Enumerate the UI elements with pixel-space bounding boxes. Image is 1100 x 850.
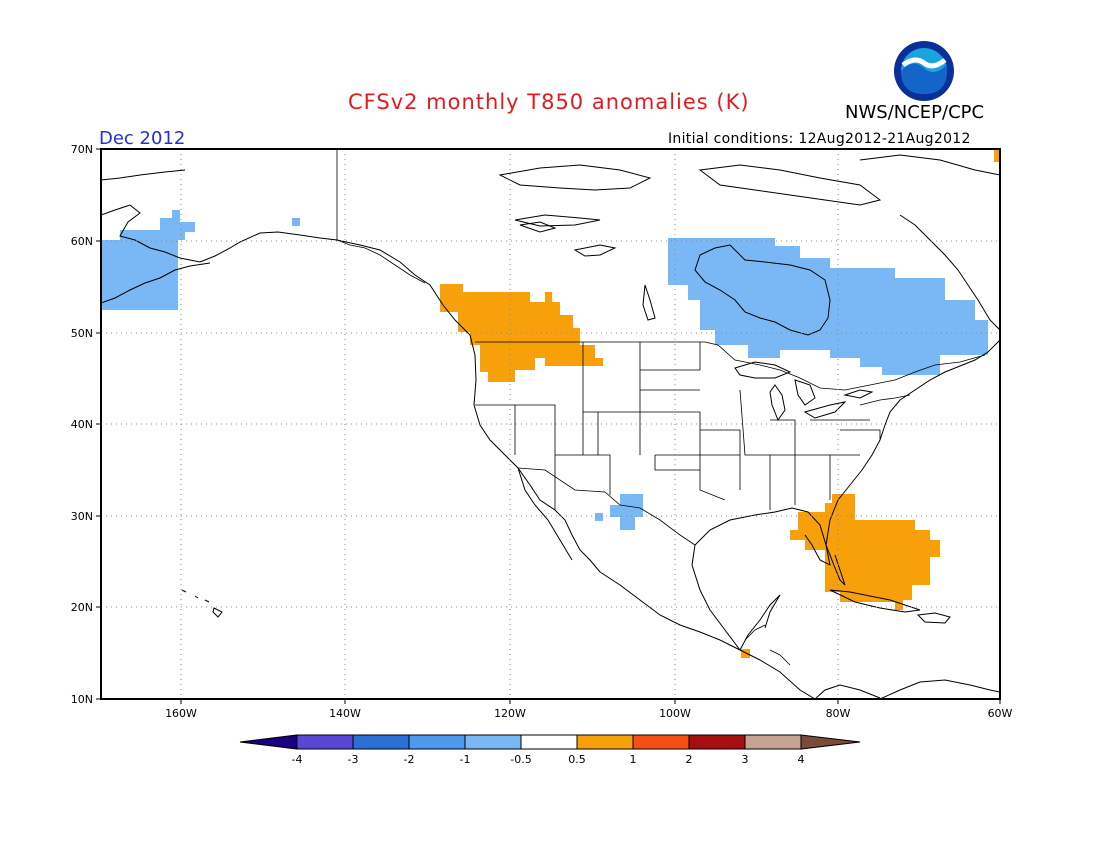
- southwest-cold-anomaly: [610, 494, 643, 530]
- lat-label-40n: 40N: [71, 418, 93, 431]
- great-bear-lake: [519, 221, 557, 233]
- atlantic-coastline: [825, 339, 1000, 546]
- hudson-bay-coastline: [694, 244, 831, 336]
- coastlines: [101, 154, 1000, 699]
- hispaniola-coastline: [916, 612, 951, 624]
- colorbar-label: 3: [742, 753, 749, 766]
- colorbar-label: 4: [798, 753, 805, 766]
- south-america-coastline: [879, 679, 1000, 699]
- colorbar-label: 2: [686, 753, 693, 766]
- alaska-southwest-coastline: [101, 262, 211, 304]
- colorbar-seg--4: [296, 734, 354, 750]
- us-canada-border: [475, 341, 986, 391]
- arctic-island-4: [514, 214, 601, 227]
- graticule: [101, 149, 1000, 699]
- colorbar-label: 1: [630, 753, 637, 766]
- lon-label-60w: 60W: [988, 707, 1013, 720]
- colorbar-seg-0-5: [576, 734, 634, 750]
- initial-conditions-label: Initial conditions: 12Aug2012-21Aug2012: [668, 131, 971, 147]
- colorbar-labels: -4 -3 -2 -1 -0.5 0.5 1 2 3 4: [292, 753, 805, 766]
- lake-huron: [794, 379, 816, 406]
- lat-label-60n: 60N: [71, 235, 93, 248]
- lon-label-80w: 80W: [826, 707, 851, 720]
- state-borders-central: [640, 342, 741, 501]
- alaska-canada-border: [336, 149, 426, 284]
- lon-label-140w: 140W: [329, 707, 361, 720]
- great-slave-lake: [573, 244, 617, 257]
- colorbar-seg-neutral: [520, 734, 578, 750]
- lat-ticks: [96, 148, 101, 700]
- colorbar: [239, 734, 861, 750]
- colorbar-seg-3: [744, 734, 802, 750]
- central-america-borders: [744, 624, 791, 666]
- florida-coastline: [825, 544, 846, 586]
- noaa-logo-icon: [894, 41, 954, 101]
- central-america-coastline: [814, 684, 881, 699]
- lat-label-10n: 10N: [71, 693, 93, 706]
- cuba-coastline: [829, 589, 921, 613]
- colorbar-label: -1: [460, 753, 471, 766]
- lake-superior: [734, 361, 792, 379]
- colorbar-label: -4: [292, 753, 303, 766]
- gulf-coastline: [691, 507, 831, 651]
- colorbar-seg-1: [632, 734, 690, 750]
- colorbar-seg--3: [352, 734, 410, 750]
- hawaii-islands: [181, 589, 223, 618]
- southeast-warm-anomaly: [790, 494, 940, 610]
- colorbar-label: -3: [348, 753, 359, 766]
- agency-label: NWS/NCEP/CPC: [845, 102, 985, 123]
- alaska-cold-speck: [292, 218, 300, 226]
- lon-label-100w: 100W: [659, 707, 691, 720]
- colorbar-label: -0.5: [510, 753, 531, 766]
- yucatan-coastline: [739, 594, 781, 651]
- colorbar-label: -2: [404, 753, 415, 766]
- map-background: [101, 149, 1000, 699]
- anomaly-layer: [101, 149, 1000, 658]
- colorbar-label: 0.5: [568, 753, 586, 766]
- lat-label-50n: 50N: [71, 327, 93, 340]
- southwest-cold-speck: [595, 513, 603, 521]
- baja-coastline: [517, 467, 573, 561]
- central-america-warm-speck: [741, 649, 750, 658]
- alaska-cold-anomaly: [101, 210, 195, 310]
- political-borders: [336, 149, 986, 666]
- arctic-island-2: [698, 164, 882, 206]
- lat-label-30n: 30N: [71, 510, 93, 523]
- lon-label-160w: 160W: [165, 707, 197, 720]
- lat-label-70n: 70N: [71, 143, 93, 156]
- lat-label-20n: 20N: [71, 601, 93, 614]
- arctic-island-3: [859, 154, 1000, 176]
- canada-cold-anomaly: [668, 238, 988, 375]
- lon-ticks: [180, 699, 1001, 704]
- lake-ontario: [843, 389, 874, 399]
- far-ne-warm-speck: [994, 149, 1000, 162]
- valid-month-label: Dec 2012: [99, 128, 186, 149]
- colorbar-seg--1: [464, 734, 522, 750]
- state-borders-east: [739, 389, 911, 510]
- mexico-pacific-coastline: [599, 571, 816, 699]
- alaska-coastline: [101, 204, 338, 263]
- lake-erie: [803, 401, 847, 419]
- colorbar-arrow-left: [239, 734, 298, 750]
- west-coastline: [336, 239, 601, 573]
- alaska-north-coastline: [101, 169, 186, 181]
- colorbar-seg--2: [408, 734, 466, 750]
- map-title: CFSv2 monthly T850 anomalies (K): [348, 90, 750, 114]
- lon-label-120w: 120W: [494, 707, 526, 720]
- labrador-coastline: [899, 214, 1000, 331]
- colorbar-seg-2: [688, 734, 746, 750]
- arctic-island-1: [498, 164, 652, 191]
- lake-winnipeg: [642, 284, 656, 321]
- state-borders-west: [475, 342, 641, 510]
- colorbar-arrow-right: [800, 734, 861, 750]
